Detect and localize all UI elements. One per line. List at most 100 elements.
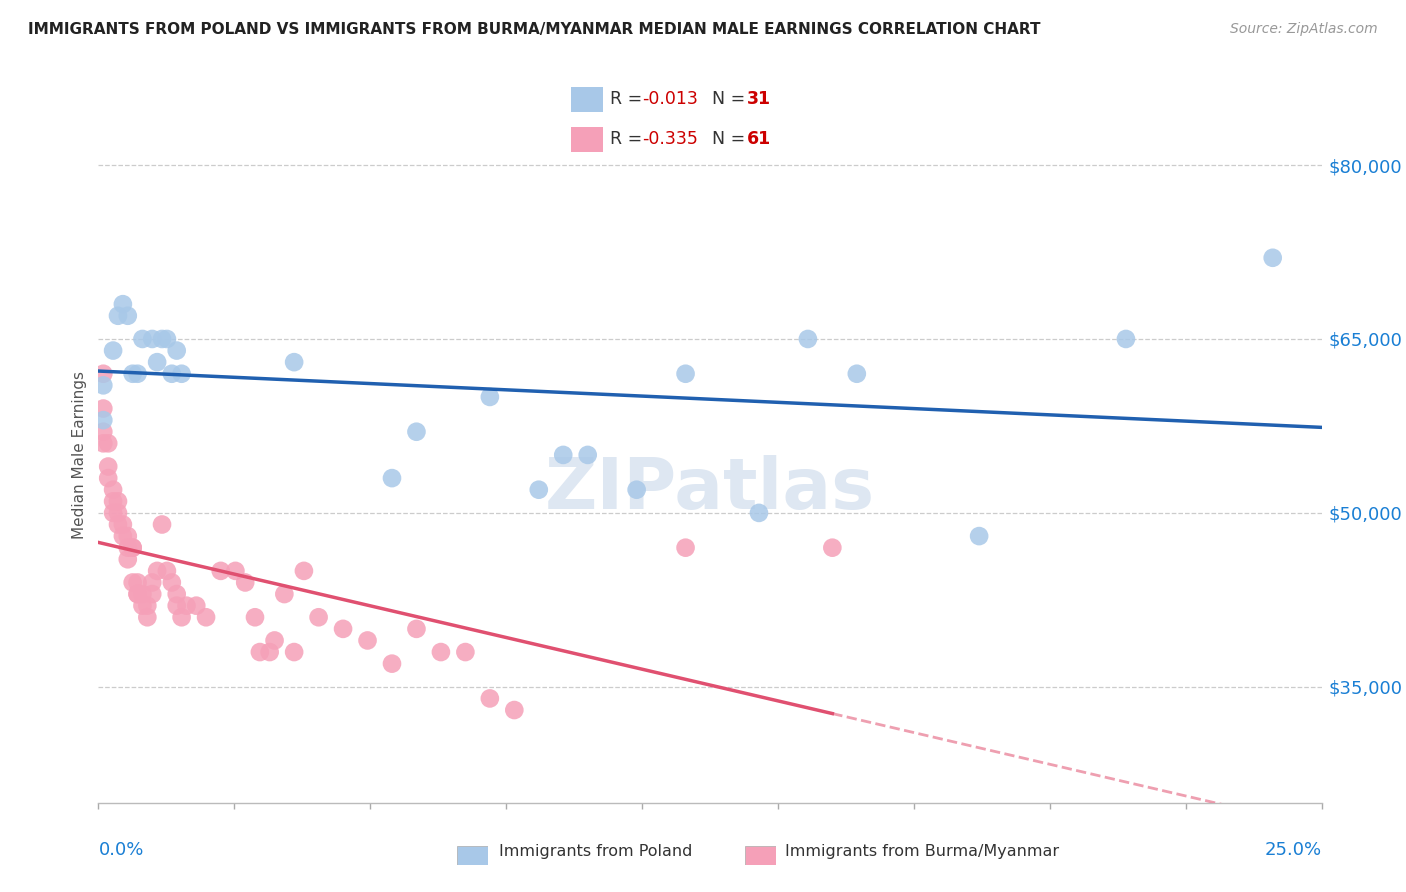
Point [121, 575, 143, 590]
Point [107, 309, 129, 323]
Point [91, 367, 114, 381]
Point [454, 645, 477, 659]
Text: N =: N = [713, 90, 751, 108]
Point [156, 564, 179, 578]
Point [117, 541, 139, 555]
Point [117, 552, 139, 566]
Point [186, 599, 208, 613]
Text: 25.0%: 25.0% [1264, 841, 1322, 859]
Point [176, 599, 198, 613]
Point [430, 645, 453, 659]
Point [160, 367, 183, 381]
Point [127, 367, 149, 381]
Point [127, 575, 149, 590]
Text: R =: R = [610, 90, 648, 108]
Point [1115, 332, 1137, 346]
Text: ZIPatlas: ZIPatlas [546, 455, 875, 524]
Point [156, 332, 179, 346]
Point [141, 575, 163, 590]
Point [170, 610, 193, 624]
Point [101, 494, 124, 508]
Point [553, 448, 575, 462]
Point [283, 645, 305, 659]
Point [121, 541, 143, 555]
Point [381, 471, 404, 485]
Point [131, 332, 153, 346]
Text: 31: 31 [747, 90, 770, 108]
Point [97, 471, 120, 485]
Point [259, 645, 281, 659]
Point [117, 529, 139, 543]
Point [121, 367, 143, 381]
Text: Source: ZipAtlas.com: Source: ZipAtlas.com [1230, 22, 1378, 37]
Point [478, 390, 501, 404]
Point [127, 587, 149, 601]
Point [209, 564, 232, 578]
Point [797, 332, 820, 346]
Point [478, 691, 501, 706]
Point [527, 483, 550, 497]
Text: IMMIGRANTS FROM POLAND VS IMMIGRANTS FROM BURMA/MYANMAR MEDIAN MALE EARNINGS COR: IMMIGRANTS FROM POLAND VS IMMIGRANTS FRO… [28, 22, 1040, 37]
Point [292, 564, 315, 578]
Point [166, 599, 188, 613]
Point [141, 332, 163, 346]
Point [136, 599, 159, 613]
Point [111, 529, 134, 543]
Bar [571, 87, 603, 112]
Y-axis label: Median Male Earnings: Median Male Earnings [72, 371, 87, 539]
Point [249, 645, 271, 659]
Point [150, 517, 173, 532]
Point [675, 367, 697, 381]
Point [675, 541, 697, 555]
Point [967, 529, 990, 543]
Point [821, 541, 844, 555]
Text: N =: N = [713, 129, 751, 147]
Point [160, 575, 183, 590]
Point [381, 657, 404, 671]
Point [405, 425, 427, 439]
Point [111, 297, 134, 311]
Point [263, 633, 285, 648]
Point [91, 425, 114, 439]
Point [150, 332, 173, 346]
Text: -0.335: -0.335 [641, 129, 697, 147]
Text: 0.0%: 0.0% [98, 841, 143, 859]
Point [141, 587, 163, 601]
Point [233, 575, 256, 590]
Point [107, 506, 129, 520]
Point [243, 610, 266, 624]
Point [97, 436, 120, 450]
Point [576, 448, 599, 462]
Point [91, 413, 114, 427]
Point [131, 599, 153, 613]
Point [166, 343, 188, 358]
Point [111, 517, 134, 532]
Point [1261, 251, 1284, 265]
Point [127, 587, 149, 601]
Point [356, 633, 378, 648]
Text: -0.013: -0.013 [641, 90, 697, 108]
Point [283, 355, 305, 369]
Point [166, 587, 188, 601]
Text: Immigrants from Burma/Myanmar: Immigrants from Burma/Myanmar [785, 845, 1059, 859]
Point [91, 378, 114, 392]
Point [131, 587, 153, 601]
Point [748, 506, 770, 520]
Point [107, 494, 129, 508]
Bar [571, 127, 603, 152]
Point [136, 610, 159, 624]
Point [308, 610, 330, 624]
Point [91, 401, 114, 416]
Point [101, 483, 124, 497]
Point [503, 703, 526, 717]
Point [107, 517, 129, 532]
Point [170, 367, 193, 381]
Point [332, 622, 354, 636]
Text: R =: R = [610, 129, 648, 147]
Point [224, 564, 246, 578]
Point [626, 483, 648, 497]
Point [117, 309, 139, 323]
Text: 61: 61 [747, 129, 770, 147]
Point [97, 459, 120, 474]
Point [845, 367, 868, 381]
